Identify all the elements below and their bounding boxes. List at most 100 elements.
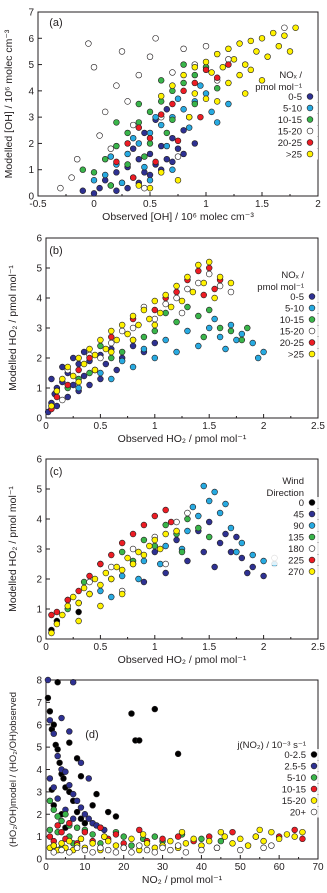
legend-label: 15-20: [282, 796, 306, 807]
data-point: [50, 730, 57, 737]
data-point: [151, 306, 159, 314]
data-point: [124, 161, 131, 168]
data-point: [97, 824, 104, 831]
data-point: [69, 679, 77, 686]
data-point: [197, 113, 204, 121]
data-point: [124, 129, 131, 137]
data-point: [200, 482, 207, 490]
data-point: [163, 156, 171, 163]
legend-backdrop: [268, 337, 320, 348]
data-point: [163, 129, 171, 137]
data-point: [211, 315, 218, 323]
data-point: [128, 710, 135, 717]
data-point: [59, 375, 66, 383]
data-point: [191, 140, 199, 147]
data-point: [113, 119, 120, 126]
data-point: [75, 378, 82, 386]
data-point: [46, 708, 54, 715]
data-point: [53, 608, 61, 616]
data-point: [184, 327, 191, 335]
data-point: [151, 315, 159, 323]
data-point: [260, 557, 267, 565]
legend-marker: [308, 522, 316, 529]
data-point: [174, 750, 182, 758]
data-point: [140, 557, 148, 565]
data-point: [66, 781, 73, 789]
data-point: [107, 182, 115, 189]
y-tick-label: 0: [36, 635, 42, 646]
data-point: [113, 158, 120, 166]
data-point: [58, 828, 65, 836]
x-tick-label: 1: [152, 421, 158, 432]
data-point: [260, 844, 267, 852]
data-point: [44, 694, 52, 702]
data-point: [151, 339, 159, 347]
data-point: [200, 333, 207, 341]
data-point: [113, 142, 120, 150]
y-tick-label: 6: [36, 455, 42, 466]
data-point: [182, 840, 190, 847]
legend-label: 20+: [290, 808, 307, 819]
data-point: [180, 61, 187, 68]
data-point: [124, 98, 131, 105]
data-point: [244, 842, 252, 849]
scatter-points: [44, 258, 267, 416]
legend-marker: [308, 556, 316, 564]
data-point: [124, 330, 131, 338]
data-point: [81, 828, 89, 836]
data-point: [242, 61, 249, 68]
data-point: [66, 739, 73, 746]
legend-backdrop: [266, 102, 318, 114]
data-point: [222, 500, 229, 508]
data-point: [141, 129, 148, 137]
data-point: [173, 282, 180, 290]
data-point: [108, 375, 115, 383]
data-point: [178, 309, 186, 317]
legend-backdrop: [270, 772, 322, 783]
y-tick-label: 1: [36, 605, 42, 616]
data-point: [73, 797, 81, 805]
data-point: [118, 590, 126, 598]
data-point: [202, 95, 210, 102]
data-point: [44, 676, 52, 684]
data-point: [174, 833, 182, 840]
panel-b: 0 0.5 1 1.5 2 2.5 0 1 2 3 4 5 6 Observed HO₂ / pmol m…: [7, 234, 325, 446]
legend-label: 0-2.5: [284, 750, 306, 761]
data-point: [79, 166, 87, 173]
data-point: [64, 596, 71, 604]
data-point: [214, 85, 221, 92]
data-point: [86, 354, 93, 362]
data-point: [50, 784, 57, 791]
data-point: [120, 833, 127, 840]
data-point: [236, 71, 243, 79]
data-point: [128, 842, 135, 849]
data-point: [97, 602, 104, 610]
data-point: [139, 831, 147, 838]
data-point: [97, 336, 104, 344]
data-point: [291, 833, 298, 840]
data-point: [260, 837, 267, 845]
x-tick-label: 1: [203, 199, 209, 210]
data-point: [118, 321, 126, 329]
y-tick-label: 4: [36, 515, 42, 526]
x-tick-label: 0: [43, 421, 49, 432]
data-point: [58, 714, 65, 722]
data-point: [56, 759, 63, 766]
data-point: [124, 184, 131, 192]
data-point: [233, 336, 240, 344]
data-point: [75, 587, 82, 595]
data-point: [104, 808, 112, 816]
data-point: [58, 817, 65, 825]
panel-d: 0 10 20 30 40 50 60 70 0 1 2 3 4 5 6 7 8 NO₂ / pmol mol⁻¹…: [8, 676, 324, 887]
data-point: [107, 153, 115, 160]
data-point: [169, 134, 176, 142]
data-point: [158, 92, 165, 100]
data-point: [86, 369, 93, 377]
data-point: [202, 66, 210, 74]
data-point: [75, 617, 82, 625]
data-point: [217, 837, 225, 845]
data-point: [85, 815, 92, 822]
data-point: [108, 354, 115, 362]
